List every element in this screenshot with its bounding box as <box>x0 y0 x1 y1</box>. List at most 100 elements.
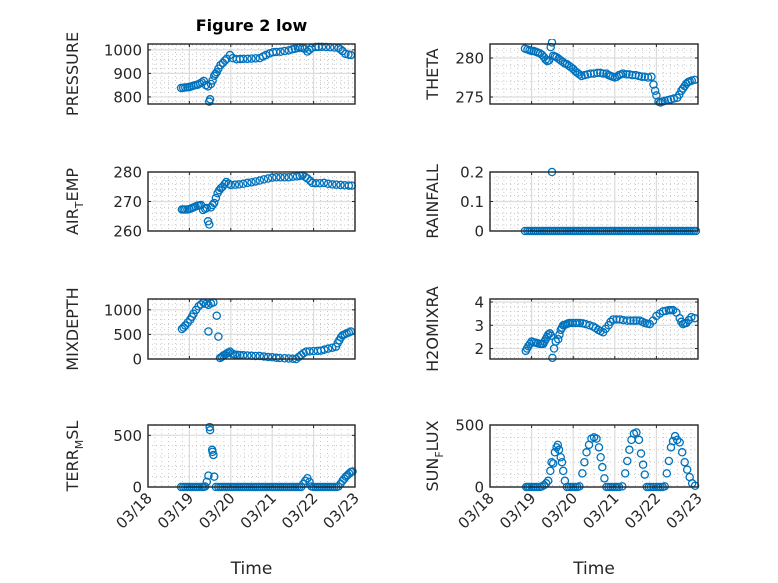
data-point <box>598 69 608 78</box>
y-axis-label-main: MIXDEPTH <box>63 287 82 370</box>
data-point <box>638 460 648 469</box>
data-point <box>317 42 327 52</box>
data-point <box>553 334 563 344</box>
y-tick-label: 500 <box>113 326 142 344</box>
data-point <box>311 178 320 188</box>
data-point <box>543 476 553 486</box>
axes-box <box>489 298 699 360</box>
axes-box <box>489 43 699 105</box>
data-point <box>548 459 558 468</box>
data-point <box>267 173 277 182</box>
data-point <box>558 466 568 476</box>
subplot-air: 260 270 280 AIRTEMP <box>63 164 356 241</box>
y-tick-label: 500 <box>113 427 142 445</box>
data-point <box>247 178 256 187</box>
data-point <box>647 72 656 81</box>
data-point <box>305 347 314 356</box>
data-point <box>553 440 563 450</box>
y-tick-label: 280 <box>113 164 142 182</box>
data-point <box>557 457 567 467</box>
data-point <box>323 179 333 189</box>
data-point <box>598 462 607 472</box>
data-point <box>306 176 315 186</box>
y-axis-label-rest: SL <box>63 421 82 440</box>
data-point <box>541 55 550 64</box>
subplot-mixdepth: 0 500 1000 MIXDEPTH <box>63 287 356 371</box>
y-tick-label: 3 <box>474 317 484 335</box>
data-point <box>677 448 687 457</box>
y-tick-label: 900 <box>113 65 142 83</box>
y-tick-label: 270 <box>113 193 142 211</box>
data-point <box>578 469 587 478</box>
data-point <box>336 180 345 190</box>
data-point <box>556 452 565 462</box>
data-point <box>546 331 556 340</box>
y-tick-label: 260 <box>113 223 142 241</box>
data-point <box>259 175 269 184</box>
data-point <box>255 176 265 185</box>
data-point <box>548 353 557 363</box>
y-axis-label: AIRTEMP <box>63 168 86 235</box>
data-point <box>682 465 692 474</box>
y-axis-label-main: PRESSURE <box>63 32 82 116</box>
data-point <box>220 179 229 189</box>
y-tick-label: 2 <box>474 340 484 358</box>
axes-box <box>147 424 356 488</box>
data-point <box>212 311 221 320</box>
data-point <box>205 95 215 104</box>
data-point <box>323 344 333 353</box>
data-point <box>272 173 281 182</box>
data-point <box>596 452 605 462</box>
x-axis-label: Time <box>572 559 615 579</box>
data-point <box>629 316 638 325</box>
data-point <box>301 476 310 486</box>
data-point <box>319 178 329 188</box>
data-point <box>632 428 641 437</box>
axes-box <box>147 298 356 360</box>
data-point <box>575 70 584 79</box>
data-point <box>550 448 560 457</box>
subplot-rainfall: 0 0.1 0.2 RAINFALL <box>423 164 701 241</box>
data-point <box>216 60 225 70</box>
data-point <box>336 45 345 54</box>
data-point <box>251 177 260 186</box>
data-point <box>643 73 653 82</box>
data-point <box>544 56 554 65</box>
data-point <box>205 220 214 229</box>
data-series <box>177 171 356 229</box>
y-axis-label-subscript: T <box>73 201 86 209</box>
data-point <box>581 319 590 329</box>
y-axis-label: MIXDEPTH <box>63 287 82 370</box>
data-point <box>558 57 568 67</box>
data-point <box>575 318 585 328</box>
data-point <box>680 457 689 467</box>
y-axis-label: SUNFLUX <box>423 420 446 491</box>
data-point <box>332 180 341 189</box>
data-point <box>208 200 217 210</box>
axes-box <box>489 424 699 488</box>
y-axis-label-subscript: M <box>73 440 86 450</box>
data-point <box>199 76 209 86</box>
data-point <box>580 457 589 467</box>
data-point <box>226 180 236 190</box>
y-axis-label-subscript: F <box>433 451 446 457</box>
data-point <box>247 54 256 63</box>
data-point <box>238 179 248 189</box>
data-point <box>623 456 632 466</box>
y-axis-label: H2OMIXRA <box>423 286 442 372</box>
y-axis-label: RAINFALL <box>423 164 442 239</box>
data-point <box>625 445 634 455</box>
y-axis-label: PRESSURE <box>63 32 82 116</box>
y-tick-label: 1000 <box>104 301 142 319</box>
data-point <box>672 435 682 445</box>
data-point <box>618 69 628 78</box>
y-axis-label-rest: LUX <box>423 420 442 451</box>
data-point <box>634 435 644 445</box>
data-point <box>276 173 285 182</box>
data-point <box>234 180 244 189</box>
x-axis-label: Time <box>230 559 273 579</box>
data-point <box>280 354 289 363</box>
data-point <box>315 178 325 188</box>
y-axis-label-main: AIR <box>63 208 82 235</box>
